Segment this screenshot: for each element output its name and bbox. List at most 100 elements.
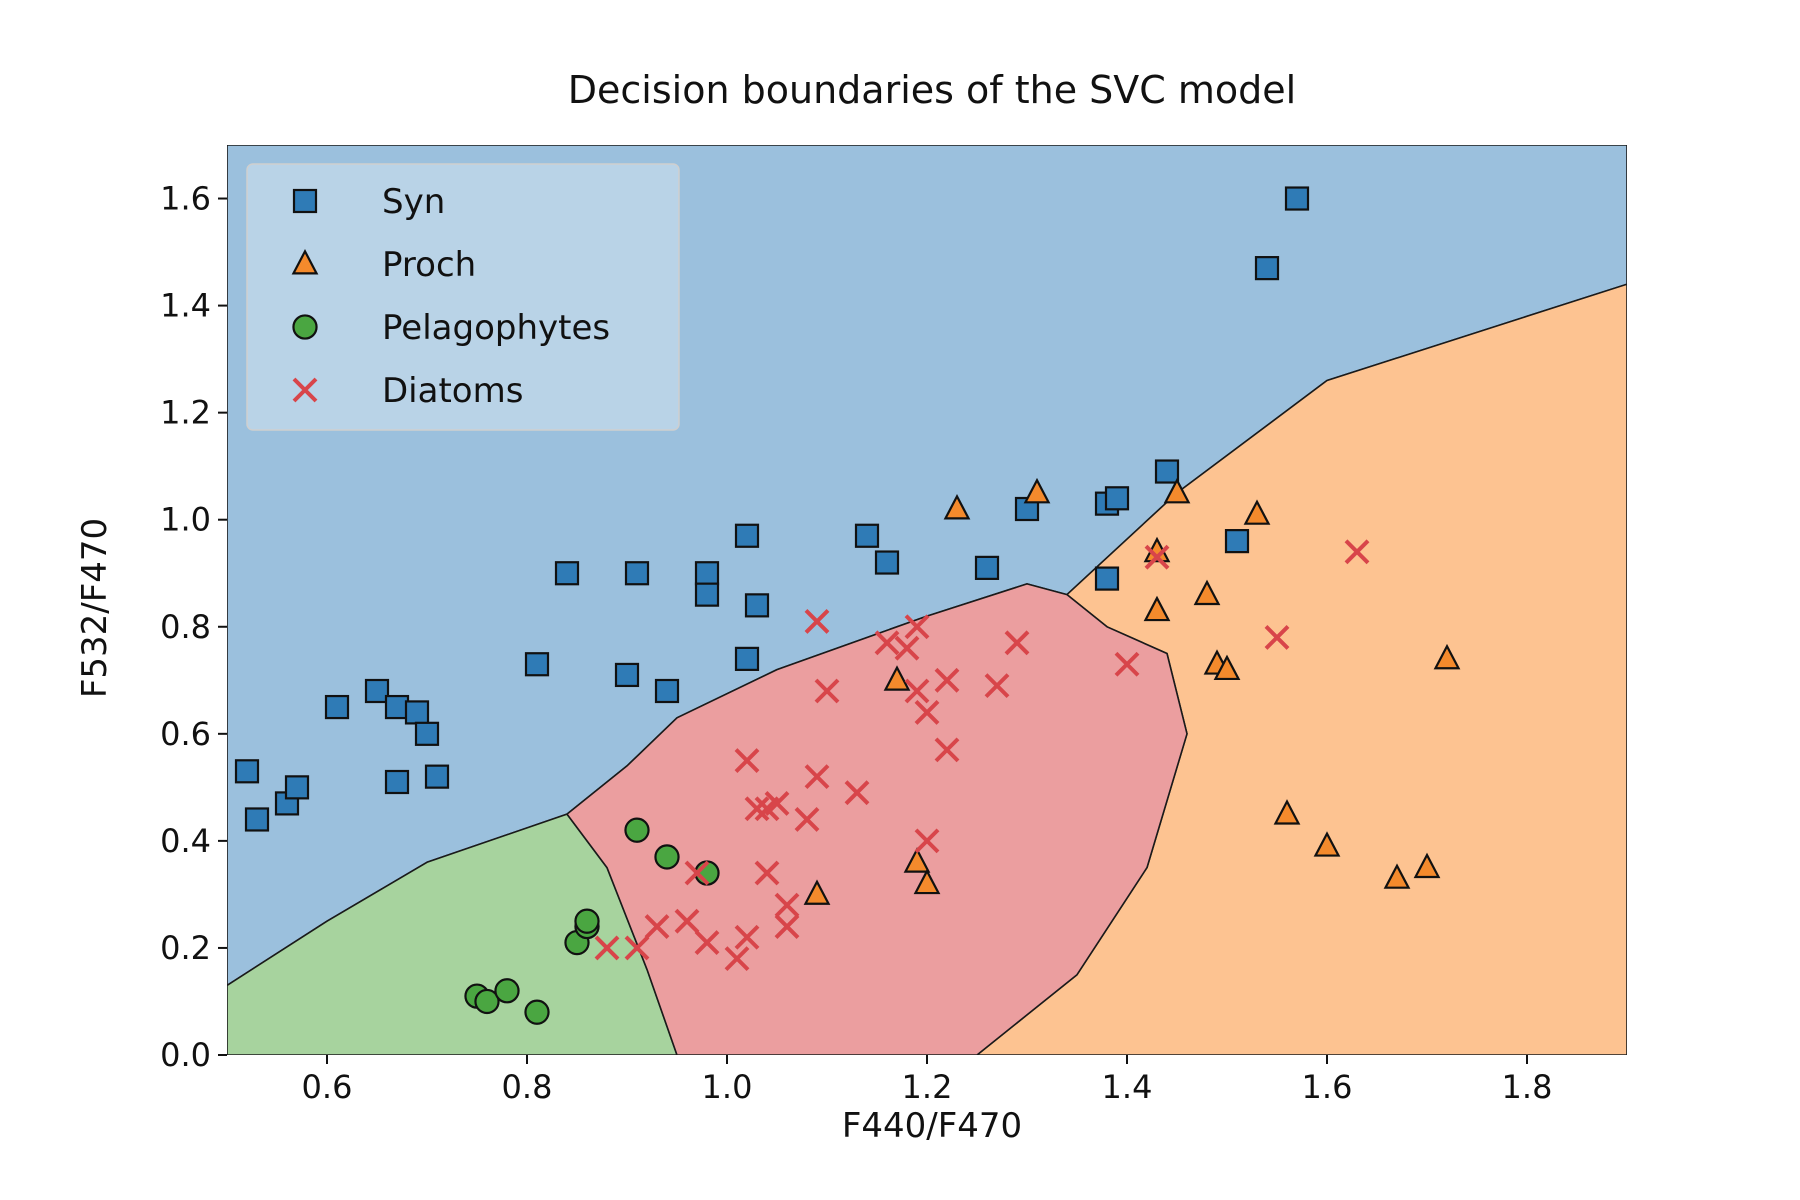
point-diatoms (1144, 544, 1170, 570)
y-tick-label: 0.4 (160, 822, 211, 860)
point-pelagophytes (624, 817, 650, 843)
legend-label: Syn (382, 182, 445, 222)
point-syn (614, 662, 640, 688)
point-diatoms (754, 860, 780, 886)
point-diatoms (684, 860, 710, 886)
point-diatoms (984, 673, 1010, 699)
point-diatoms (894, 635, 920, 661)
legend-box (246, 163, 680, 431)
point-pelagophytes (524, 999, 550, 1025)
legend-marker-proch (291, 248, 319, 275)
x-axis: 0.6 0.8 1.0 1.2 1.4 1.6 1.8 (302, 1055, 1552, 1106)
y-tick-label: 1.2 (160, 394, 211, 432)
point-diatoms (934, 667, 960, 693)
point-diatoms (1004, 630, 1030, 656)
point-proch (1433, 643, 1461, 670)
point-syn (284, 775, 310, 800)
point-syn (244, 807, 270, 832)
legend-marker-syn (292, 188, 318, 214)
point-pelagophytes (574, 908, 600, 934)
legend-label: Proch (382, 245, 476, 285)
point-syn (324, 694, 350, 720)
point-syn (524, 652, 550, 677)
point-diatoms (814, 678, 840, 704)
data-markers (234, 186, 1461, 1025)
chart-title: Decision boundaries of the SVC model (568, 68, 1296, 112)
point-diatoms (1114, 651, 1140, 677)
point-diatoms (1264, 625, 1290, 650)
point-diatoms (774, 914, 800, 939)
decision-regions (227, 145, 1627, 1055)
point-proch (903, 847, 931, 873)
point-proch (883, 665, 911, 691)
point-diatoms (734, 924, 760, 950)
point-proch (1163, 477, 1191, 504)
point-diatoms (744, 796, 770, 822)
point-diatoms (774, 892, 800, 918)
y-tick-label: 0.6 (160, 715, 211, 753)
point-syn (624, 561, 650, 586)
x-tick-label: 1.4 (1102, 1068, 1153, 1106)
point-syn (694, 561, 720, 586)
series-diatoms (594, 539, 1370, 972)
point-syn (384, 769, 410, 795)
x-tick-label: 1.0 (702, 1068, 753, 1106)
point-proch (1313, 831, 1341, 857)
point-syn (554, 561, 580, 586)
point-proch (1243, 499, 1271, 525)
point-syn (364, 678, 390, 704)
point-pelagophytes (474, 988, 500, 1015)
point-diatoms (794, 807, 820, 832)
point-diatoms (874, 630, 900, 656)
point-syn (404, 700, 430, 725)
point-diatoms (674, 908, 700, 934)
series-syn (234, 186, 1310, 832)
point-proch (1193, 579, 1221, 606)
point-syn (1254, 256, 1280, 281)
x-tick-label: 0.6 (302, 1068, 353, 1106)
point-syn (234, 759, 260, 784)
point-proch (943, 493, 971, 520)
point-syn (384, 694, 410, 720)
point-pelagophytes (494, 978, 520, 1004)
legend-label: Pelagophytes (382, 308, 610, 348)
point-syn (734, 646, 760, 671)
point-proch (913, 868, 941, 895)
legend: Syn Proch Pelagophytes Diatoms (246, 163, 680, 431)
point-syn (974, 555, 1000, 580)
point-syn (1104, 486, 1130, 511)
point-proch (1023, 477, 1051, 504)
point-diatoms (644, 914, 670, 939)
point-diatoms (844, 780, 870, 806)
series-pelagophytes (464, 817, 720, 1025)
point-syn (744, 593, 770, 618)
point-pelagophytes (654, 844, 680, 870)
y-tick-label: 1.6 (160, 180, 211, 218)
point-syn (1284, 186, 1310, 211)
plot-area (227, 145, 1627, 1055)
legend-marker-diatoms (292, 377, 318, 403)
point-proch (1413, 852, 1441, 879)
point-diatoms (694, 930, 720, 956)
point-diatoms (934, 737, 960, 763)
point-syn (1154, 459, 1180, 484)
point-diatoms (764, 790, 790, 816)
legend-label: Diatoms (382, 371, 523, 411)
point-diatoms (804, 608, 830, 634)
region-diatoms (566, 583, 1188, 1055)
y-tick-label: 0.8 (160, 608, 211, 646)
y-tick-label: 1.0 (160, 501, 211, 539)
point-diatoms (594, 935, 620, 961)
x-axis-label: F440/F470 (842, 1106, 1022, 1146)
point-syn (424, 764, 450, 789)
point-diatoms (914, 828, 940, 854)
y-axis-label: F532/F470 (75, 518, 115, 698)
y-tick-label: 0.2 (160, 929, 211, 967)
x-tick-label: 0.8 (502, 1068, 553, 1106)
point-diatoms (734, 748, 760, 774)
point-diatoms (904, 614, 930, 640)
point-syn (874, 550, 900, 575)
series-proch (803, 477, 1461, 905)
point-syn (414, 721, 440, 746)
